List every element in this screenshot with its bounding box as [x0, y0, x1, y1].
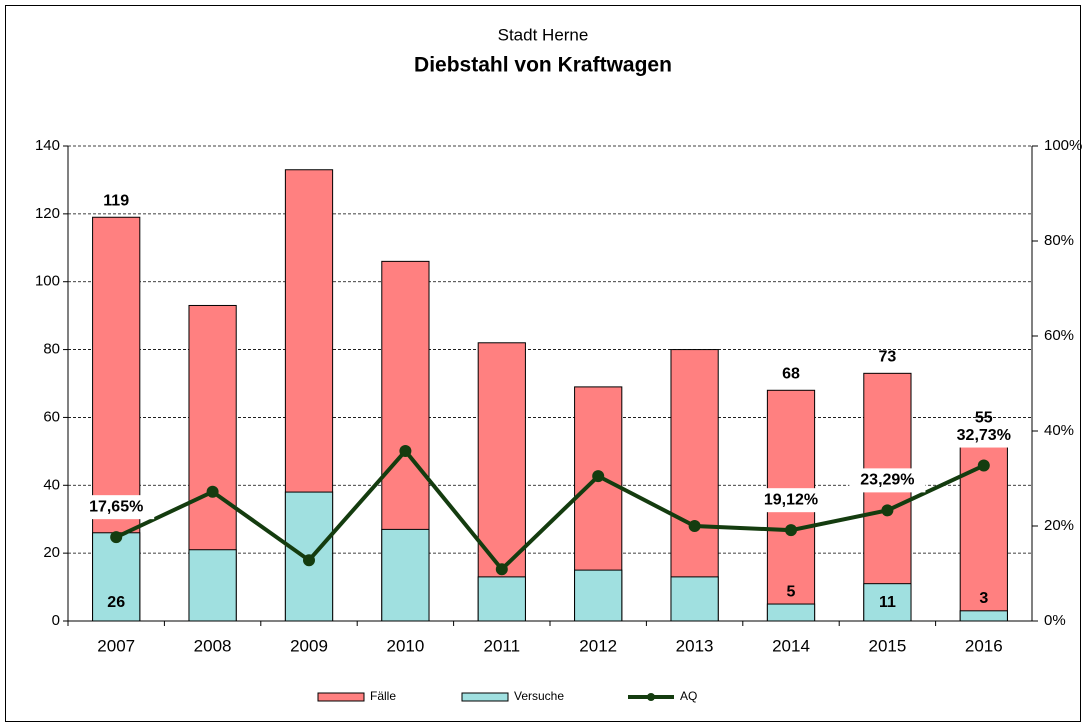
- bar: [863, 372, 912, 622]
- bar-label: 68: [782, 366, 800, 383]
- line-point: [206, 485, 219, 498]
- bar-label: 73: [879, 349, 897, 366]
- x-tick-label: 2013: [676, 636, 714, 655]
- y-tick-label: 140: [35, 137, 60, 154]
- bar: [959, 610, 1008, 622]
- x-tick-label: 2009: [290, 636, 328, 655]
- line-point: [688, 520, 701, 532]
- chart-title: Diebstahl von Kraftwagen: [414, 54, 672, 77]
- bar-label: 55: [975, 410, 993, 427]
- x-tick-label: 2010: [386, 636, 424, 655]
- label-bg: [753, 488, 829, 513]
- y-tick-label: 20: [43, 544, 60, 561]
- y2-tick-label: 20%: [1044, 517, 1074, 534]
- bar: [574, 569, 623, 622]
- y2-tick-label: 100%: [1044, 137, 1082, 154]
- legend-label: Fälle: [370, 689, 396, 703]
- label-bg: [78, 495, 155, 520]
- y-tick-label: 40: [43, 476, 60, 493]
- legend-label: AQ: [680, 689, 697, 703]
- line-point: [785, 524, 797, 537]
- line-point: [592, 470, 605, 483]
- label-bg: [945, 423, 1022, 448]
- line-point: [977, 459, 990, 472]
- bar: [670, 576, 719, 622]
- x-tick-label: 2015: [868, 636, 906, 655]
- legend-swatch: [647, 693, 655, 701]
- line-point: [303, 554, 315, 567]
- y-tick-label: 0: [52, 612, 60, 629]
- y2-tick-label: 60%: [1044, 327, 1074, 344]
- legend-label: Versuche: [514, 689, 564, 703]
- line-label: 17,65%: [89, 498, 143, 515]
- bar-label: 11: [879, 594, 896, 611]
- chart-subtitle: Stadt Herne: [498, 25, 589, 44]
- x-tick-label: 2008: [194, 636, 232, 655]
- line-point: [399, 444, 412, 457]
- y-tick-label: 120: [35, 205, 60, 222]
- line-label: 32,73%: [957, 427, 1011, 444]
- bar: [670, 349, 719, 622]
- x-tick-label: 2014: [772, 636, 810, 655]
- x-tick-label: 2007: [97, 636, 135, 655]
- bar-label: 119: [103, 192, 129, 209]
- bar: [92, 532, 141, 622]
- bar: [477, 576, 526, 622]
- y-tick-label: 60: [43, 408, 60, 425]
- x-tick-label: 2012: [579, 636, 617, 655]
- line-label: 19,12%: [764, 491, 818, 508]
- y-tick-label: 80: [43, 341, 60, 358]
- legend-swatch: [317, 692, 365, 702]
- x-tick-label: 2011: [484, 636, 521, 655]
- line-point: [881, 504, 894, 517]
- y-tick-label: 100: [35, 273, 60, 290]
- bar-label: 5: [787, 583, 796, 600]
- bar-label: 3: [979, 590, 988, 607]
- legend-swatch: [461, 692, 509, 702]
- frame: [5, 5, 1081, 722]
- line-point: [110, 531, 123, 544]
- bar: [381, 528, 430, 622]
- y2-tick-label: 80%: [1044, 232, 1074, 249]
- bar: [863, 583, 912, 622]
- bar-label: 26: [107, 594, 125, 611]
- y2-tick-label: 40%: [1044, 422, 1074, 439]
- bar: [188, 549, 237, 622]
- label-bg: [849, 468, 926, 493]
- y2-tick-label: 0%: [1044, 612, 1066, 629]
- x-tick-label: 2016: [965, 636, 1003, 655]
- line-label: 23,29%: [860, 472, 914, 489]
- line-point: [495, 563, 508, 576]
- bar: [766, 603, 816, 622]
- line: [115, 447, 985, 573]
